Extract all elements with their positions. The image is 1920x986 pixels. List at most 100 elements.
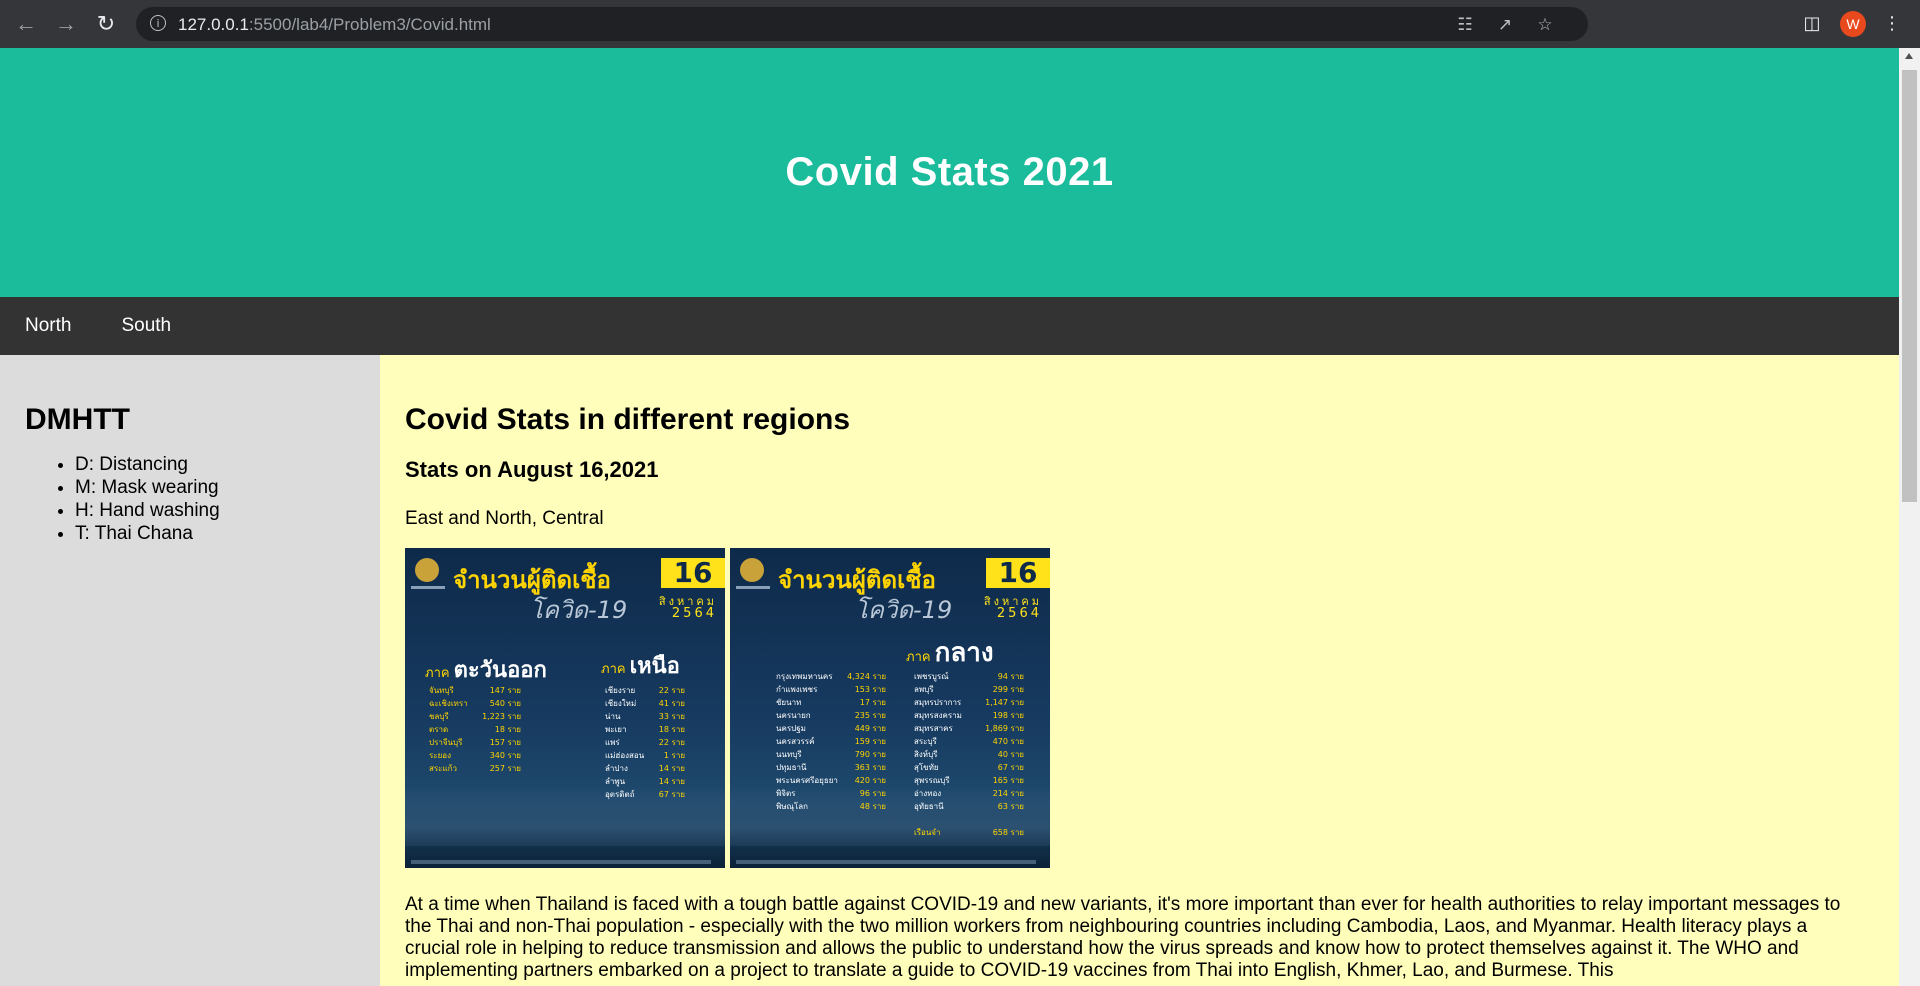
province-name: นนทบุรี xyxy=(776,750,802,759)
province-row: แม่ฮ่องสอน 1 ราย xyxy=(605,749,685,762)
province-row: ชลบุรี 1,223 ราย xyxy=(429,710,521,723)
province-name: สระแก้ว xyxy=(429,764,457,773)
province-row: สุโขทัย 67 ราย xyxy=(914,761,1024,774)
province-row: เพชรบูรณ์ 94 ราย xyxy=(914,670,1024,683)
province-row: เชียงราย 22 ราย xyxy=(605,684,685,697)
province-count: 1 ราย xyxy=(663,751,685,760)
nav-link-north[interactable]: North xyxy=(25,315,72,336)
province-count: 340 ราย xyxy=(489,751,521,760)
province-row: ลำพูน 14 ราย xyxy=(605,775,685,788)
province-name: แม่ฮ่องสอน xyxy=(605,751,645,760)
province-name: นครสวรรค์ xyxy=(776,737,815,746)
province-row: เชียงใหม่ 41 ราย xyxy=(605,697,685,710)
province-row: ลพบุรี 299 ราย xyxy=(914,683,1024,696)
sidebar-title: DMHTT xyxy=(25,403,130,436)
list-item: D: Distancing xyxy=(75,453,355,476)
scroll-up-arrow-icon[interactable] xyxy=(1905,53,1913,59)
poster-footer xyxy=(736,860,1036,864)
poster-footer xyxy=(411,860,711,864)
province-name: ฉะเชิงเทรา xyxy=(429,699,468,708)
province-name: ชัยนาท xyxy=(776,698,802,707)
province-row: พิจิตร 96 ราย xyxy=(776,787,886,800)
info-icon[interactable]: i xyxy=(150,15,166,31)
province-name: จันทบุรี xyxy=(429,686,454,695)
region-central: ภาค กลาง xyxy=(906,638,994,668)
province-name: เพชรบูรณ์ xyxy=(914,672,949,681)
province-row: พระนครศรีอยุธยา 420 ราย xyxy=(776,774,886,787)
list-item: H: Hand washing xyxy=(75,499,355,522)
province-count: 257 ราย xyxy=(489,764,521,773)
dmhtt-list: D: Distancing M: Mask wearing H: Hand wa… xyxy=(25,453,355,545)
province-count: 33 ราย xyxy=(658,712,685,721)
province-row: สุพรรณบุรี 165 ราย xyxy=(914,774,1024,787)
province-count: 1,147 ราย xyxy=(985,698,1024,707)
nav-link-south[interactable]: South xyxy=(121,315,172,336)
seal-caption xyxy=(411,586,445,589)
poster-subtitle: โควิด-19 xyxy=(855,596,953,624)
section-title: Covid Stats in different regions xyxy=(405,403,851,436)
province-row: กรุงเทพมหานคร 4,324 ราย xyxy=(776,670,886,683)
province-count: 159 ราย xyxy=(854,737,886,746)
province-count: 63 ราย xyxy=(997,802,1024,811)
poster-year: 2564 xyxy=(671,606,717,621)
reload-icon[interactable]: ↻ xyxy=(96,11,116,36)
province-count: 18 ราย xyxy=(658,725,685,734)
bookmark-star-icon[interactable]: ☆ xyxy=(1537,15,1553,35)
province-count: 14 ราย xyxy=(658,777,685,786)
province-name: ปทุมธานี xyxy=(776,763,807,772)
province-name: สมุทรสาคร xyxy=(914,724,953,733)
province-name: สมุทรปราการ xyxy=(914,698,962,707)
east-province-list: จันทบุรี 147 ราย ฉะเชิงเทรา 540 ราย ชลบุรี 1,… xyxy=(429,684,521,775)
poster-day: 16 xyxy=(986,558,1050,588)
central-province-list-left: กรุงเทพมหานคร 4,324 ราย กำแพงเพชร 153 รายชั… xyxy=(776,670,886,813)
top-nav: North South xyxy=(0,297,1899,355)
main-content: Covid Stats in different regions Stats o… xyxy=(380,355,1899,986)
share-icon[interactable]: ↗ xyxy=(1497,15,1513,35)
profile-avatar[interactable]: W xyxy=(1840,11,1866,37)
province-name: สุโขทัย xyxy=(914,763,939,772)
forward-arrow-icon[interactable]: → xyxy=(55,11,77,36)
province-row: กำแพงเพชร 153 ราย xyxy=(776,683,886,696)
province-name: เชียงราย xyxy=(605,686,636,695)
province-count: 22 ราย xyxy=(658,738,685,747)
address-bar[interactable]: i 127.0.0.1:5500/lab4/Problem3/Covid.htm… xyxy=(136,7,1588,41)
province-name: ตราด xyxy=(429,725,449,734)
page-scrollbar[interactable] xyxy=(1899,48,1920,986)
url-path: :5500/lab4/Problem3/Covid.html xyxy=(248,15,491,34)
province-name: อ่างทอง xyxy=(914,789,942,798)
province-name: กำแพงเพชร xyxy=(776,685,818,694)
url-text[interactable]: 127.0.0.1:5500/lab4/Problem3/Covid.html xyxy=(178,15,491,35)
province-name: ชลบุรี xyxy=(429,712,449,721)
menu-dots-icon[interactable]: ⋮ xyxy=(1883,13,1901,34)
province-count: 22 ราย xyxy=(658,686,685,695)
province-count: 41 ราย xyxy=(658,699,685,708)
province-count: 235 ราย xyxy=(854,711,886,720)
province-row: ลำปาง 14 ราย xyxy=(605,762,685,775)
translate-icon[interactable]: ☷ xyxy=(1457,15,1473,35)
back-arrow-icon[interactable]: ← xyxy=(15,11,37,36)
province-count: 17 ราย xyxy=(859,698,886,707)
page-title: Covid Stats 2021 xyxy=(785,150,1114,194)
province-name: พะเยา xyxy=(605,725,627,734)
poster-east-north: จำนวนผู้ติดเชื้อ โควิด-19 16 สิงหาคม 256… xyxy=(405,548,725,868)
list-item: T: Thai Chana xyxy=(75,522,355,545)
scrollbar-thumb[interactable] xyxy=(1902,70,1917,502)
province-count: 363 ราย xyxy=(854,763,886,772)
province-count: 1,869 ราย xyxy=(985,724,1024,733)
province-count: 198 ราย xyxy=(992,711,1024,720)
north-province-list: เชียงราย 22 ราย เชียงใหม่ 41 ราย น่าน 33 รายพ… xyxy=(605,684,685,801)
web-page: Covid Stats 2021 North South DMHTT D: Di… xyxy=(0,48,1899,986)
province-name: สระบุรี xyxy=(914,737,937,746)
poster-day: 16 xyxy=(661,558,725,588)
province-count: 214 ราย xyxy=(992,789,1024,798)
province-name: พิจิตร xyxy=(776,789,796,798)
side-panel-icon[interactable]: ◫ xyxy=(1803,13,1821,34)
list-item: M: Mask wearing xyxy=(75,476,355,499)
city-skyline xyxy=(405,786,725,846)
province-name: ลำปาง xyxy=(605,764,628,773)
province-count: 157 ราย xyxy=(489,738,521,747)
province-count: 1,223 ราย xyxy=(482,712,521,721)
province-count: 449 ราย xyxy=(854,724,886,733)
province-row: นครปฐม 449 ราย xyxy=(776,722,886,735)
province-name: พิษณุโลก xyxy=(776,802,809,811)
